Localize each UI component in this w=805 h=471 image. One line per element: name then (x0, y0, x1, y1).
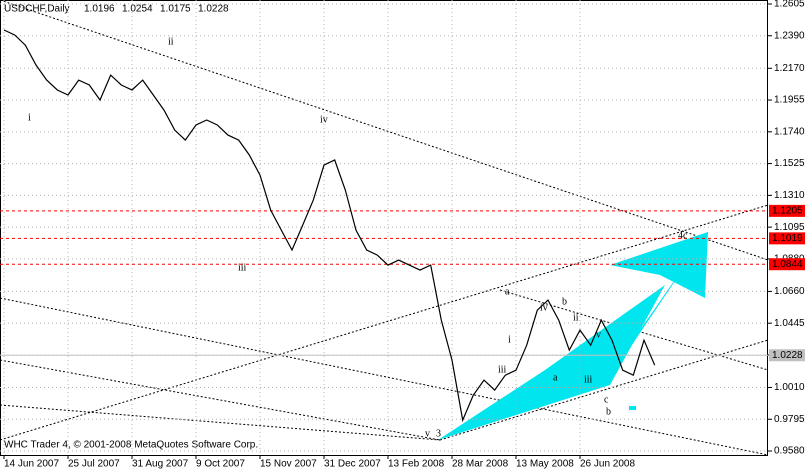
x-tick-label: 31 Dec 2007 (324, 459, 381, 470)
marker (629, 406, 636, 410)
x-tick-label: 13 Feb 2008 (388, 459, 445, 470)
level-label: 1.1019 (772, 233, 803, 244)
x-tick-label: 31 Aug 2007 (132, 459, 189, 470)
level-label: 1.1205 (772, 206, 803, 217)
wave-label: ii (573, 312, 579, 323)
trend-line (0, 404, 441, 441)
wave-label: ii (168, 36, 174, 47)
pattern-triangle (610, 232, 708, 298)
wave-label: iii (584, 374, 593, 385)
wave-label: a (553, 372, 558, 383)
y-tick-label: 1.0445 (774, 318, 805, 329)
wave-label: b (562, 296, 567, 307)
trend-line (0, 359, 441, 441)
level-label: 1.0228 (772, 350, 803, 361)
ohlc-value: 1.0175 (160, 4, 191, 15)
x-tick-label: 25 Jul 2007 (68, 459, 120, 470)
y-tick-label: 1.1310 (774, 190, 805, 201)
x-tick-label: 26 Jun 2008 (580, 459, 635, 470)
wave-label: i (28, 112, 31, 123)
wave-label: i (508, 334, 511, 345)
y-tick-label: 0.9795 (774, 414, 805, 425)
wave-label: v (596, 329, 601, 340)
plot-frame (0, 0, 768, 456)
y-tick-label: 1.2605 (774, 0, 805, 10)
x-tick-label: 14 Jun 2007 (4, 459, 59, 470)
trend-line (439, 339, 769, 441)
x-tick-label: 13 May 2008 (516, 459, 574, 470)
wave-label: iii (238, 262, 247, 273)
wave-label: 4c (678, 230, 688, 241)
level-label-box (769, 204, 805, 217)
y-tick-label: 1.2170 (774, 63, 805, 74)
y-tick-label: 1.2390 (774, 30, 805, 41)
level-label-box (769, 258, 805, 271)
wave-label: b (606, 406, 611, 417)
wave-label: a (505, 286, 510, 297)
trend-line (499, 289, 769, 371)
price-line (3, 29, 656, 423)
level-label-box (769, 232, 805, 245)
wave-label: c (604, 394, 609, 405)
trend-line (0, 0, 769, 261)
ohlc-value: 1.0228 (198, 4, 229, 15)
y-tick-label: 1.0010 (774, 382, 805, 393)
y-tick-label: 1.1955 (774, 95, 805, 106)
y-tick-label: 1.1740 (774, 126, 805, 137)
x-tick-label: 28 Mar 2008 (452, 459, 509, 470)
wave-label: 3 (436, 428, 441, 439)
level-label: 1.0844 (772, 259, 803, 270)
y-tick-label: 1.1525 (774, 158, 805, 169)
ohlc-value: 1.0196 (84, 4, 115, 15)
trend-line (0, 204, 769, 441)
wave-label: iv (540, 302, 548, 313)
y-tick-label: 0.9580 (774, 446, 805, 457)
copyright: WHC Trader 4, © 2001-2008 MetaQuotes Sof… (4, 440, 258, 451)
trend-lines (0, 0, 769, 456)
y-tick-label: 1.0660 (774, 286, 805, 297)
wave-label: iii (498, 364, 507, 375)
trend-line (0, 297, 769, 456)
x-tick-label: 9 Oct 2007 (196, 459, 245, 470)
x-tick-label: 15 Nov 2007 (260, 459, 317, 470)
level-label-box (769, 349, 805, 362)
ohlc-value: 1.0254 (122, 4, 153, 15)
symbol: USDCHF,Daily (4, 4, 70, 15)
wave-label: iv (320, 114, 328, 125)
wave-label: v (425, 428, 430, 439)
y-tick-label: 1.1095 (774, 222, 805, 233)
